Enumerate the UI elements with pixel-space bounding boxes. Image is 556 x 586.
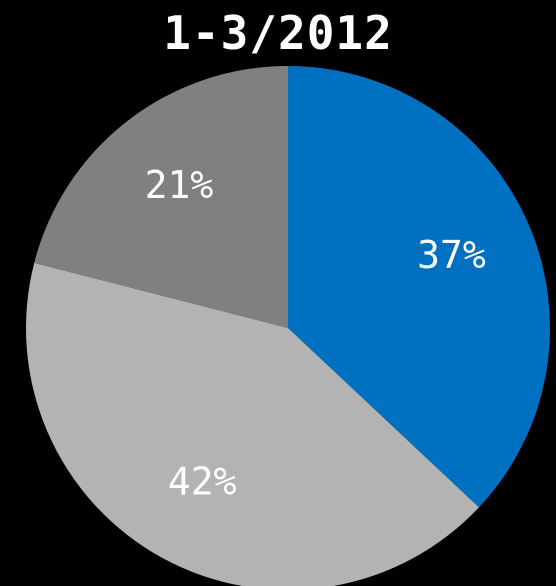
pie-slice-0 [288, 66, 550, 508]
slice-label-1: 42% [168, 460, 237, 504]
pie-slice-1 [25, 262, 479, 586]
slice-label-0: 37% [417, 233, 486, 277]
pie-slice-2 [34, 66, 289, 328]
slice-label-2: 21% [145, 163, 214, 207]
chart-title: 1-3/2012 [163, 6, 393, 60]
